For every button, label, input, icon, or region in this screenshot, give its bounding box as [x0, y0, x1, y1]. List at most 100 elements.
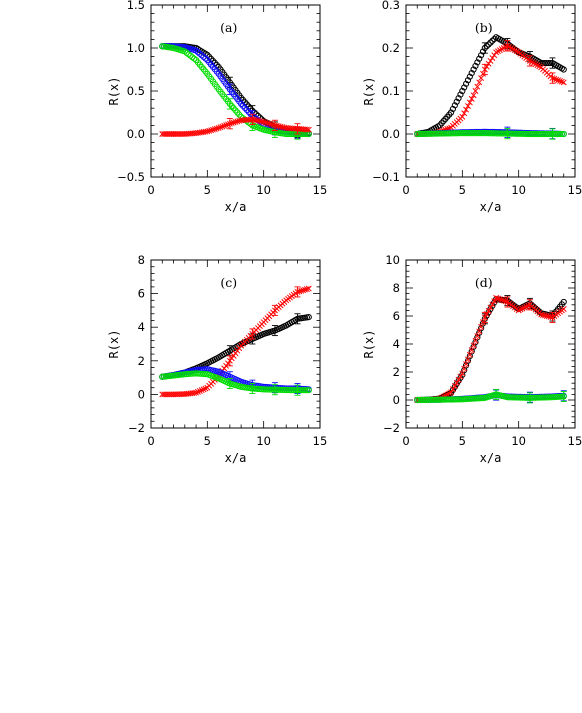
panel-a: 0 5 10 15 −0.5 0.0 0.5 1.0 1.5 x/a R(x) (a): [107, 0, 327, 214]
data-point: [558, 78, 565, 85]
data-point: [496, 296, 503, 303]
data-point: [466, 351, 473, 358]
x-tick-label: 0: [402, 434, 409, 448]
y-tick-label: −2: [128, 421, 145, 435]
data-point: [487, 39, 494, 46]
data-point: [301, 387, 309, 394]
data-point: [232, 119, 239, 125]
data-point: [239, 102, 247, 110]
data-point: [238, 100, 245, 108]
data-point: [457, 373, 464, 380]
data-point: [472, 337, 479, 344]
data-point: [198, 52, 205, 59]
data-point: [558, 130, 565, 138]
data-point: [260, 119, 267, 125]
data-point: [211, 126, 218, 133]
data-point: [209, 57, 217, 65]
data-point: [478, 52, 485, 59]
data-point: [466, 99, 473, 106]
data-point: [461, 84, 468, 91]
data-point: [191, 389, 198, 396]
data-point: [500, 297, 507, 304]
data-point: [558, 393, 565, 400]
data-point: [459, 113, 466, 120]
data-point: [215, 125, 222, 131]
data-point: [303, 286, 310, 293]
data-point: [453, 379, 460, 386]
y-axis-label: R(x): [362, 77, 376, 106]
data-point: [300, 287, 307, 294]
data-point: [495, 295, 501, 302]
y-axis-label: R(x): [107, 330, 121, 359]
data-point: [557, 78, 563, 84]
data-point: [266, 120, 273, 127]
series-red: [414, 40, 567, 137]
x-tick-label: 5: [204, 434, 211, 448]
data-point: [449, 105, 457, 113]
data-point: [234, 118, 241, 125]
data-point: [305, 126, 312, 133]
x-tick-label: 15: [568, 434, 582, 448]
data-point: [474, 83, 481, 90]
data-point: [472, 62, 479, 70]
series-black: [159, 313, 312, 380]
data-point: [553, 76, 560, 83]
data-point: [556, 393, 564, 400]
data-point: [258, 118, 265, 125]
data-point: [478, 395, 485, 402]
data-layer: [159, 43, 312, 140]
y-tick-label: 0: [138, 387, 145, 401]
data-point: [461, 365, 468, 372]
data-point: [305, 387, 312, 394]
x-tick-label: 5: [459, 434, 466, 448]
y-tick-label: 0.0: [127, 127, 145, 141]
data-point: [478, 75, 485, 82]
data-point: [208, 127, 215, 134]
x-tick-label: 10: [511, 434, 526, 448]
data-point: [245, 108, 252, 116]
y-tick-label: 8: [393, 281, 400, 295]
data-point: [457, 91, 464, 98]
data-point: [230, 119, 237, 126]
data-point: [198, 387, 205, 394]
x-tick-label: 15: [568, 183, 582, 197]
x-tick-label: 10: [256, 183, 271, 197]
data-point: [483, 43, 490, 50]
data-point: [305, 285, 312, 292]
data-point: [447, 109, 455, 116]
y-tick-label: 10: [385, 253, 400, 267]
data-point: [193, 389, 200, 396]
data-point: [560, 298, 567, 306]
data-point: [302, 286, 308, 293]
y-tick-label: 6: [138, 287, 145, 301]
x-axis-label: x/a: [480, 451, 502, 465]
data-point: [489, 301, 496, 308]
data-point: [474, 333, 481, 340]
x-tick-label: 15: [313, 434, 328, 448]
x-tick-label: 5: [459, 183, 466, 197]
data-point: [489, 37, 496, 44]
data-point: [498, 296, 505, 303]
data-point: [476, 79, 483, 86]
data-point: [223, 122, 230, 129]
data-point: [455, 95, 462, 102]
data-point: [459, 87, 466, 95]
data-point: [453, 98, 460, 105]
data-point: [200, 386, 207, 393]
data-point: [451, 383, 458, 389]
data-point: [202, 385, 209, 392]
y-tick-label: 0.2: [382, 41, 400, 55]
data-point: [545, 59, 552, 67]
data-point: [463, 106, 470, 113]
data-point: [219, 123, 226, 130]
data-point: [485, 60, 492, 67]
data-point: [485, 41, 492, 48]
data-point: [556, 130, 564, 138]
data-point: [478, 323, 485, 330]
data-layer: [159, 285, 312, 398]
series-green: [159, 43, 312, 140]
x-tick-label: 0: [147, 183, 154, 197]
